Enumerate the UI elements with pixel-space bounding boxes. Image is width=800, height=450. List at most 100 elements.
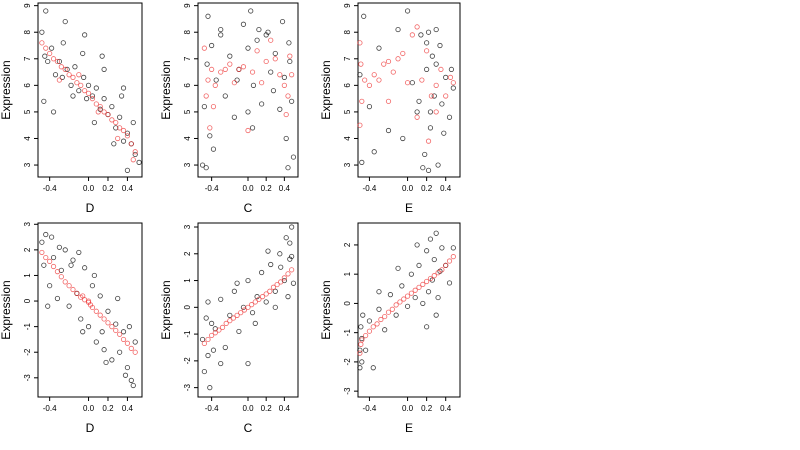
- y-tick-label: 3: [183, 224, 192, 229]
- data-point: [387, 292, 394, 298]
- data-point: [385, 127, 392, 134]
- data-point: [285, 165, 291, 171]
- data-point: [435, 294, 441, 301]
- data-point: [109, 357, 115, 363]
- data-point: [136, 159, 142, 165]
- data-point: [117, 114, 123, 120]
- data-point: [357, 347, 363, 353]
- data-point: [359, 98, 365, 104]
- data-point: [283, 135, 289, 142]
- data-point: [289, 224, 295, 230]
- x-tick-label: 0.0: [83, 184, 95, 193]
- y-axis-label: Expression: [319, 280, 333, 339]
- data-point: [287, 240, 293, 246]
- data-point: [207, 125, 213, 131]
- data-point: [274, 281, 280, 288]
- data-point: [433, 109, 439, 115]
- data-point: [376, 77, 382, 83]
- data-point: [256, 296, 262, 302]
- data-point: [45, 303, 51, 309]
- data-point: [366, 328, 373, 334]
- data-point: [230, 315, 237, 321]
- data-point: [227, 318, 233, 324]
- data-point: [62, 247, 68, 253]
- data-point: [205, 299, 211, 305]
- data-point: [89, 96, 96, 102]
- y-tick-label: 5: [183, 109, 192, 114]
- data-point: [252, 320, 258, 326]
- data-point: [97, 312, 103, 318]
- data-point: [448, 66, 455, 73]
- y-tick-label: -3: [343, 387, 352, 395]
- data-point: [399, 283, 405, 289]
- data-point: [82, 32, 88, 38]
- data-point: [420, 300, 426, 307]
- data-point: [93, 101, 99, 107]
- data-point: [76, 72, 82, 78]
- data-point: [118, 93, 125, 99]
- y-tick-label: 3: [343, 162, 352, 167]
- y-tick-label: -2: [343, 358, 352, 366]
- data-point: [245, 45, 251, 51]
- data-point: [390, 69, 396, 75]
- data-point: [85, 90, 92, 96]
- data-point: [236, 328, 242, 335]
- data-point: [99, 53, 105, 59]
- data-point: [281, 275, 287, 281]
- data-point: [205, 13, 211, 19]
- data-point: [439, 101, 445, 107]
- data-point: [416, 262, 422, 269]
- data-point: [425, 138, 432, 144]
- data-point: [223, 320, 229, 326]
- x-axis-label: E: [405, 201, 413, 215]
- data-point: [404, 80, 411, 86]
- data-point: [404, 293, 411, 299]
- data-point: [424, 40, 430, 46]
- data-point: [446, 114, 453, 120]
- data-point: [366, 104, 373, 110]
- y-tick-label: 2: [23, 247, 32, 252]
- data-point: [227, 53, 233, 59]
- data-point: [205, 352, 211, 359]
- data-point: [433, 26, 439, 33]
- data-point: [62, 279, 68, 285]
- data-point: [231, 288, 237, 294]
- y-tick-label: -2: [183, 357, 192, 365]
- data-point: [272, 50, 278, 57]
- y-tick-label: -3: [183, 384, 192, 392]
- data-point: [285, 294, 291, 300]
- data-point: [54, 269, 61, 275]
- y-tick-label: -2: [23, 348, 32, 356]
- data-point: [109, 104, 115, 110]
- y-tick-label: 4: [343, 136, 352, 141]
- data-point: [101, 347, 107, 353]
- data-point: [120, 336, 127, 343]
- data-point: [128, 377, 134, 383]
- data-point: [268, 37, 274, 43]
- data-point: [120, 127, 127, 134]
- data-point: [45, 58, 51, 65]
- data-point: [245, 127, 251, 134]
- data-point: [357, 365, 363, 371]
- y-tick-label: 6: [23, 83, 32, 88]
- data-point: [50, 56, 57, 62]
- x-tick-label: -0.4: [363, 184, 377, 193]
- data-point: [443, 93, 449, 99]
- data-point: [263, 299, 269, 305]
- data-point: [115, 135, 121, 142]
- data-point: [277, 251, 283, 257]
- data-point: [289, 98, 295, 104]
- data-point: [43, 231, 49, 238]
- y-tick-label: 3: [23, 162, 32, 167]
- data-point: [130, 157, 136, 163]
- x-tick-label: 0.0: [242, 404, 254, 413]
- data-point: [443, 262, 449, 269]
- data-point: [66, 283, 72, 289]
- data-point: [91, 272, 97, 279]
- y-tick-label: 8: [183, 29, 192, 34]
- data-point: [267, 288, 273, 294]
- data-point: [120, 85, 127, 91]
- panel-top-middle: -0.4 0.0 0.2 0.4 3 4 5 6 7 8 9 C Expression: [159, 2, 299, 215]
- x-tick-label: 0.4: [122, 404, 134, 413]
- data-point: [414, 24, 420, 30]
